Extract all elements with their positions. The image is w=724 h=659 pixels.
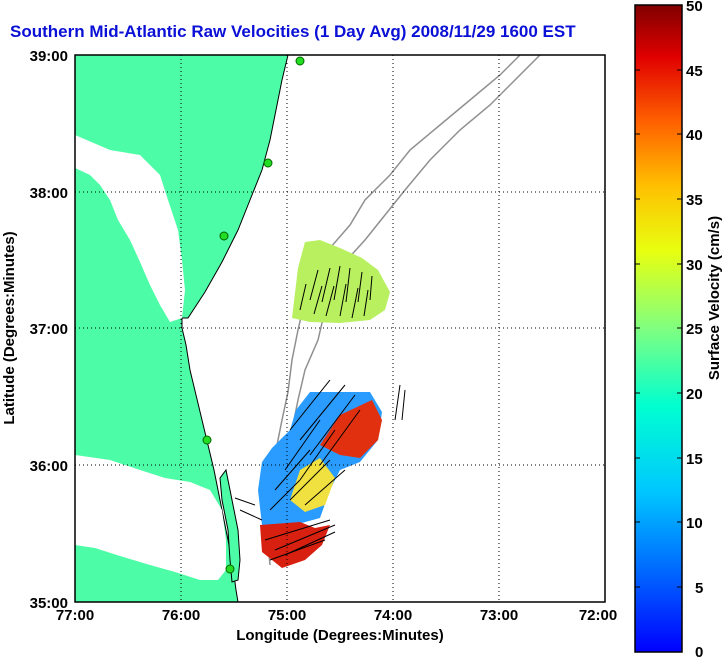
colorbar-tick-label: 50 xyxy=(686,0,703,15)
y-tick-label: 37:00 xyxy=(30,321,68,338)
x-tick-label: 73:00 xyxy=(480,607,518,624)
colorbar-ticks xyxy=(635,4,682,588)
station-markers xyxy=(202,56,305,574)
velocity-patch-south xyxy=(260,522,330,568)
x-tick-label: 75:00 xyxy=(268,607,306,624)
colorbar-tick-label: 30 xyxy=(686,257,703,274)
y-tick-label: 38:00 xyxy=(30,185,68,202)
y-tick-label: 39:00 xyxy=(30,48,68,65)
grid-lines xyxy=(75,55,605,602)
outer-banks xyxy=(219,468,241,583)
velocity-patch-central-mid xyxy=(290,458,335,512)
x-tick-label: 74:00 xyxy=(374,607,412,624)
colorbar-tick-label: 35 xyxy=(686,192,703,209)
plot-frame xyxy=(74,54,606,603)
colorbar-tick-label: 15 xyxy=(686,451,703,468)
colorbar-tick-label: 10 xyxy=(686,515,703,532)
chesapeake-bay xyxy=(75,135,185,322)
y-tick-label: 35:00 xyxy=(30,595,68,612)
pamlico-sound xyxy=(75,455,226,580)
colorbar-tick-label: 0 xyxy=(695,644,703,659)
y-axis-label: Latitude (Degrees:Minutes) xyxy=(1,231,18,424)
x-axis-label: Longitude (Degrees:Minutes) xyxy=(236,627,444,644)
colorbar-tick-label: 25 xyxy=(686,321,703,338)
colorbar-tick-label: 20 xyxy=(686,386,703,403)
colorbar-tick-label: 45 xyxy=(686,63,703,80)
colorbar-tick-label: 5 xyxy=(695,580,703,597)
colorbar-tick-label: 40 xyxy=(686,127,703,144)
map-title: Southern Mid-Atlantic Raw Velocities (1 … xyxy=(10,22,576,41)
colorbar-label: Surface Velocity (cm/s) xyxy=(706,216,723,380)
colorbar xyxy=(634,4,683,653)
y-tick-label: 36:00 xyxy=(30,458,68,475)
velocity-arrows xyxy=(234,265,406,561)
x-tick-label: 72:00 xyxy=(579,607,617,624)
x-tick-label: 76:00 xyxy=(162,607,200,624)
velocity-patch-north xyxy=(292,240,390,323)
x-tick-label: 77:00 xyxy=(56,607,94,624)
